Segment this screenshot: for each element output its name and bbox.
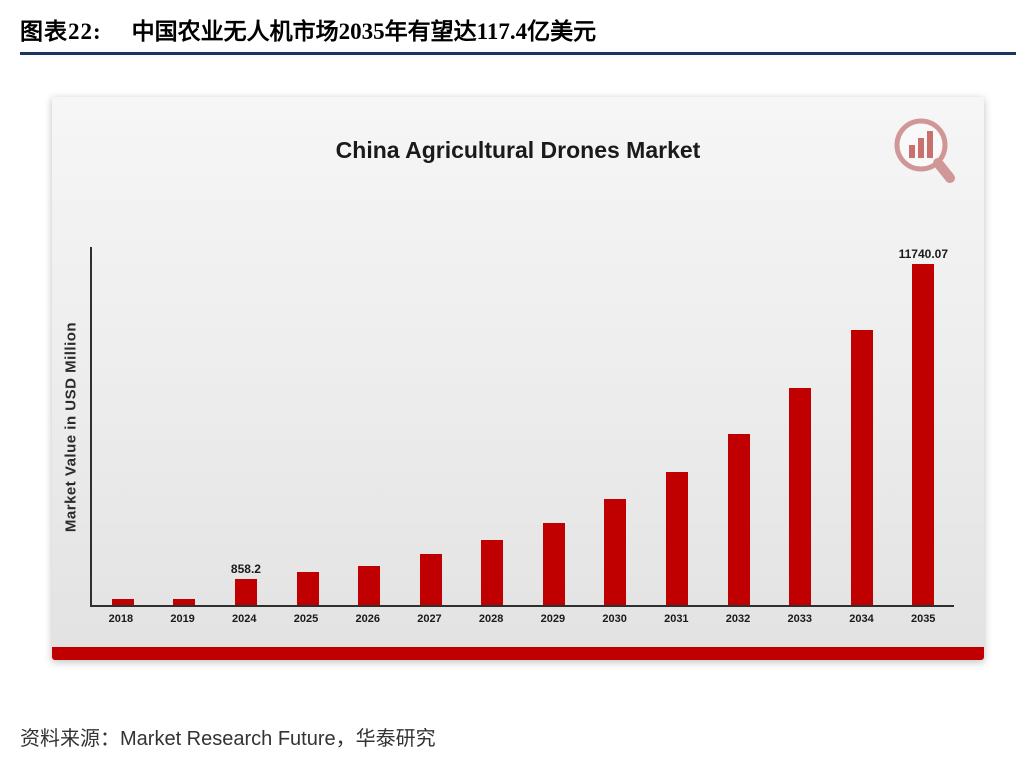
bar-value-label: 858.2	[230, 562, 261, 577]
x-tick-label: 2032	[725, 613, 751, 625]
figure-number: 图表22:	[20, 19, 102, 44]
bar	[481, 539, 504, 605]
plot-area: 858.2 11740.07	[90, 247, 954, 607]
header-underline	[20, 52, 1016, 55]
bar-slot: 11740.07	[893, 247, 955, 605]
bar-slot	[154, 247, 216, 605]
x-tick-label: 2026	[355, 613, 380, 625]
bar-slot	[338, 247, 400, 605]
bar	[665, 471, 688, 605]
bar	[234, 579, 257, 605]
bar	[604, 499, 627, 605]
chart-title: China Agricultural Drones Market	[335, 137, 701, 163]
bar-slot	[461, 247, 523, 605]
x-tick-label: 2031	[664, 613, 689, 625]
bar	[173, 598, 196, 605]
bar	[727, 434, 750, 605]
bar	[542, 522, 565, 605]
source-suffix: ，华泰研究	[335, 728, 436, 750]
x-tick-label: 2025	[293, 613, 319, 625]
bar-slot	[92, 247, 154, 605]
chart-bottom-strip	[52, 647, 984, 660]
source-note: 资料来源：Market Research Future，华泰研究	[20, 722, 436, 751]
bar	[912, 264, 935, 605]
x-tick-label: 2029	[540, 613, 566, 625]
figure-title: 中国农业无人机市场2035年有望达117.4亿美元	[131, 19, 597, 44]
x-tick-label: 2028	[478, 613, 504, 625]
bar-slot	[523, 247, 585, 605]
bar-slot	[646, 247, 708, 605]
x-tick-label: 2019	[170, 613, 195, 625]
bar-slot	[831, 247, 893, 605]
x-tick-label: 2033	[787, 613, 812, 625]
bar-slot	[400, 247, 462, 605]
bar	[419, 554, 442, 605]
source-name: Market Research Future	[120, 728, 336, 750]
bar	[789, 387, 812, 605]
chart-panel: China Agricultural Drones Market Market …	[52, 97, 984, 660]
bar-slot	[277, 247, 339, 605]
bar	[111, 599, 134, 605]
figure-header: 图表22: 中国农业无人机市场2035年有望达117.4亿美元	[20, 12, 1016, 46]
bar-slot	[585, 247, 647, 605]
bar-slot	[769, 247, 831, 605]
bar-value-label: 11740.07	[898, 247, 948, 261]
bar	[358, 565, 381, 605]
x-tick-label: 2024	[232, 613, 257, 625]
bar	[850, 329, 873, 605]
x-tick-label: 2018	[108, 613, 134, 625]
x-tick-label: 2027	[417, 613, 442, 625]
bar-slot: 858.2	[215, 247, 277, 605]
bar-slot	[708, 247, 770, 605]
source-prefix: 资料来源：	[20, 728, 120, 750]
y-axis-label: Market Value in USD Million	[62, 321, 80, 533]
x-tick-label: 2030	[602, 613, 627, 625]
x-axis-labels: 2018 2019 2024 2025 2026 2027 2028 2029 2030 2031…	[90, 613, 954, 625]
x-tick-label: 2035	[910, 613, 936, 625]
watermark-chart-magnifier-icon	[894, 118, 955, 183]
bar	[296, 572, 319, 605]
x-tick-label: 2034	[849, 613, 874, 625]
